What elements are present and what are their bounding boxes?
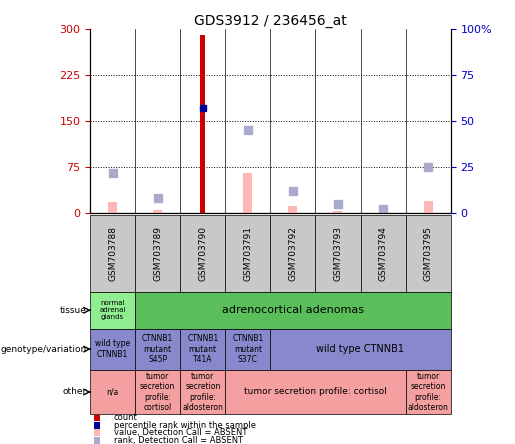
Bar: [135, 329, 180, 370]
Text: wild type
CTNNB1: wild type CTNNB1: [95, 339, 130, 359]
Bar: [135, 370, 180, 414]
Text: tumor
secretion
profile:
aldosteron: tumor secretion profile: aldosteron: [408, 372, 449, 412]
Bar: [94, 415, 100, 421]
Bar: [406, 370, 451, 414]
Bar: [270, 329, 451, 370]
Text: other: other: [62, 388, 87, 396]
Bar: [90, 370, 135, 414]
Bar: [135, 215, 180, 292]
Text: genotype/variation: genotype/variation: [1, 345, 87, 353]
Text: GSM703791: GSM703791: [244, 226, 252, 281]
Text: GSM703789: GSM703789: [153, 226, 162, 281]
Bar: [334, 210, 342, 213]
Text: count: count: [113, 413, 138, 423]
Bar: [360, 215, 406, 292]
Bar: [226, 329, 270, 370]
Text: n/a: n/a: [107, 388, 119, 396]
Text: GSM703788: GSM703788: [108, 226, 117, 281]
Text: GSM703792: GSM703792: [288, 226, 297, 281]
Bar: [90, 329, 135, 370]
Text: GSM703795: GSM703795: [424, 226, 433, 281]
Bar: [108, 202, 117, 213]
Text: tumor
secretion
profile:
aldosteron: tumor secretion profile: aldosteron: [182, 372, 223, 412]
Text: tumor
secretion
profile:
cortisol: tumor secretion profile: cortisol: [140, 372, 176, 412]
Bar: [153, 210, 162, 213]
Bar: [94, 429, 100, 436]
Text: adrenocortical adenomas: adrenocortical adenomas: [222, 305, 364, 315]
Bar: [243, 173, 252, 213]
Bar: [94, 437, 100, 444]
Text: tissue: tissue: [60, 306, 87, 315]
Bar: [180, 329, 226, 370]
Text: GSM703790: GSM703790: [198, 226, 207, 281]
Bar: [135, 292, 451, 329]
Text: percentile rank within the sample: percentile rank within the sample: [113, 421, 255, 430]
Title: GDS3912 / 236456_at: GDS3912 / 236456_at: [194, 14, 347, 28]
Bar: [315, 215, 360, 292]
Bar: [200, 35, 205, 213]
Bar: [90, 292, 135, 329]
Text: wild type CTNNB1: wild type CTNNB1: [317, 344, 404, 354]
Text: rank, Detection Call = ABSENT: rank, Detection Call = ABSENT: [113, 436, 243, 444]
Text: value, Detection Call = ABSENT: value, Detection Call = ABSENT: [113, 428, 247, 437]
Text: CTNNB1
mutant
S45P: CTNNB1 mutant S45P: [142, 334, 174, 364]
Bar: [270, 215, 315, 292]
Text: GSM703793: GSM703793: [334, 226, 342, 281]
Bar: [94, 422, 100, 429]
Text: CTNNB1
mutant
T41A: CTNNB1 mutant T41A: [187, 334, 218, 364]
Bar: [423, 201, 433, 213]
Bar: [180, 370, 226, 414]
Text: tumor secretion profile: cortisol: tumor secretion profile: cortisol: [244, 388, 387, 396]
Bar: [288, 206, 297, 213]
Bar: [226, 215, 270, 292]
Text: GSM703794: GSM703794: [379, 226, 387, 281]
Bar: [226, 370, 406, 414]
Text: normal
adrenal
glands: normal adrenal glands: [99, 300, 126, 320]
Bar: [180, 215, 226, 292]
Bar: [90, 215, 135, 292]
Text: CTNNB1
mutant
S37C: CTNNB1 mutant S37C: [232, 334, 264, 364]
Bar: [406, 215, 451, 292]
